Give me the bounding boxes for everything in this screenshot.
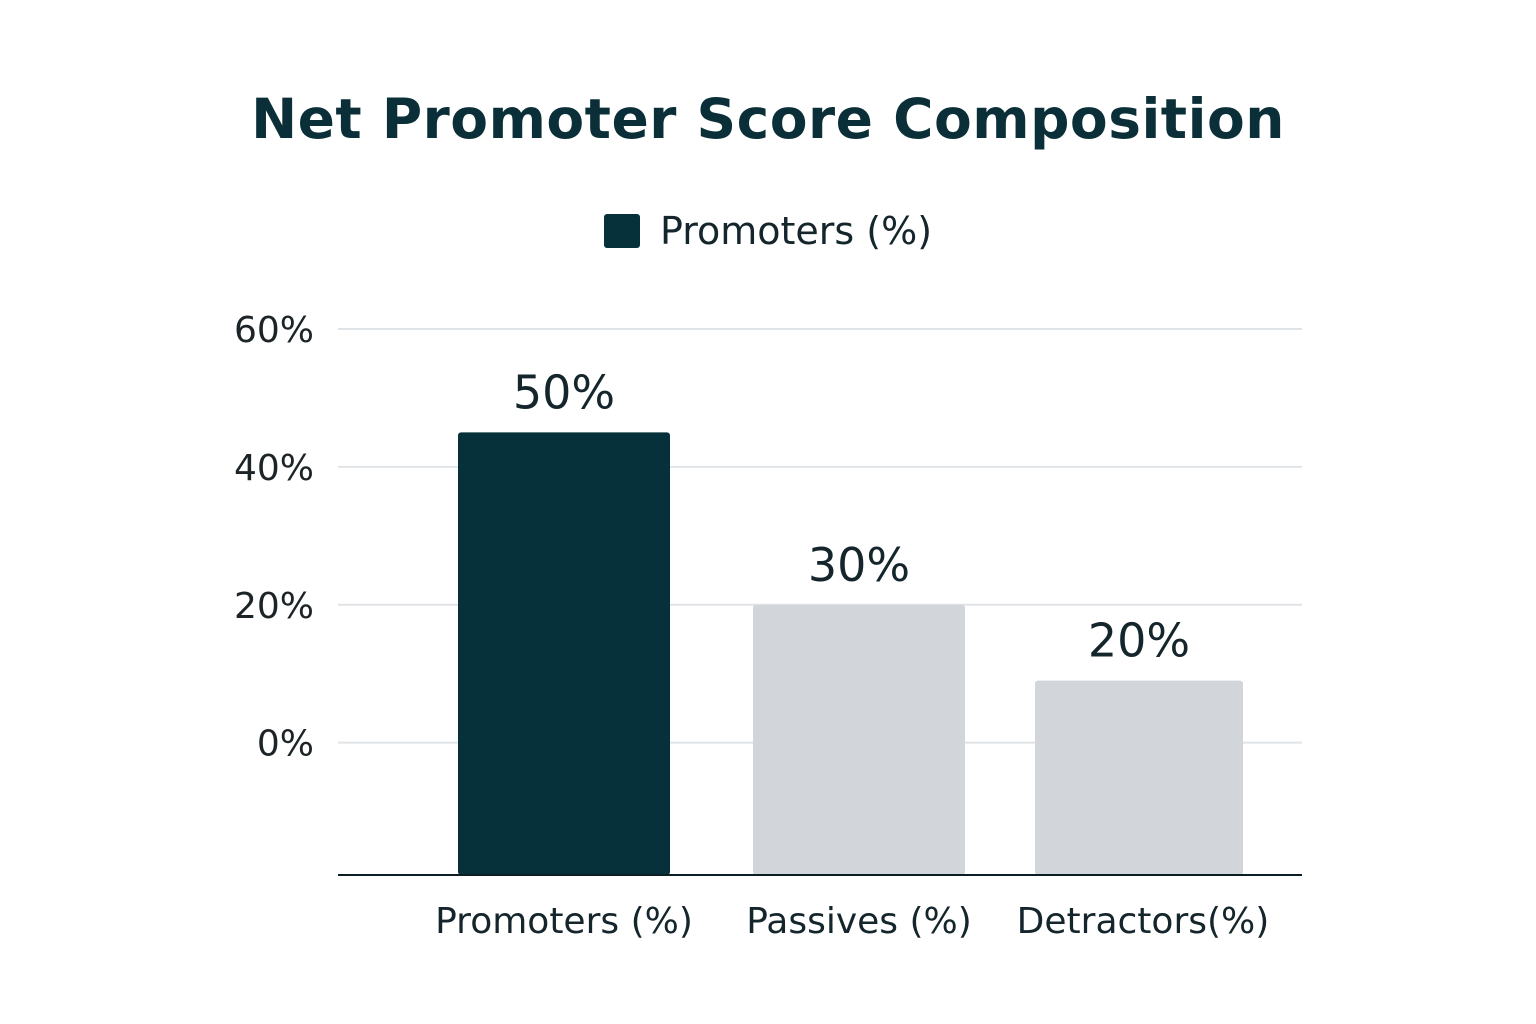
bar <box>1035 680 1243 875</box>
chart-title: Net Promoter Score Composition <box>251 87 1285 151</box>
legend-label-promoters: Promoters (%) <box>659 209 933 253</box>
category-label: Passives (%) <box>746 901 972 942</box>
y-axis-ticks: 0% 20% 40% 60% <box>234 310 314 765</box>
category-label: Detractors(%) <box>1017 901 1270 942</box>
data-label: 20% <box>1088 614 1190 668</box>
data-labels: 50% 30% 20% <box>513 365 1190 667</box>
bar <box>753 604 965 875</box>
data-label: 50% <box>513 365 615 419</box>
category-labels: Promoters (%) Passives (%) Detractors(%) <box>435 901 1269 942</box>
y-tick-label: 0% <box>257 724 314 765</box>
legend-swatch-promoters <box>603 214 640 248</box>
y-tick-label: 60% <box>234 310 314 351</box>
bars <box>458 432 1243 875</box>
legend: Promoters (%) <box>0 204 1536 258</box>
category-label: Promoters (%) <box>435 901 693 942</box>
data-label: 30% <box>808 538 910 592</box>
bar <box>458 432 670 875</box>
y-tick-label: 40% <box>234 448 314 489</box>
y-tick-label: 20% <box>234 586 314 627</box>
